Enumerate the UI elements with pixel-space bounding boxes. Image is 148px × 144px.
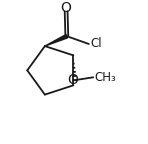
- Text: O: O: [67, 73, 78, 87]
- Polygon shape: [45, 35, 68, 46]
- Text: O: O: [61, 1, 72, 15]
- Text: Cl: Cl: [90, 37, 102, 51]
- Text: CH₃: CH₃: [94, 71, 116, 84]
